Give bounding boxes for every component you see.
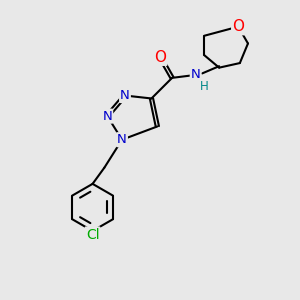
Text: H: H	[200, 80, 209, 93]
Text: N: N	[120, 89, 130, 102]
Text: Cl: Cl	[86, 227, 99, 242]
Text: N: N	[102, 110, 112, 123]
Text: N: N	[117, 133, 127, 146]
Text: O: O	[154, 50, 166, 65]
Text: O: O	[232, 19, 244, 34]
Text: N: N	[191, 68, 200, 81]
